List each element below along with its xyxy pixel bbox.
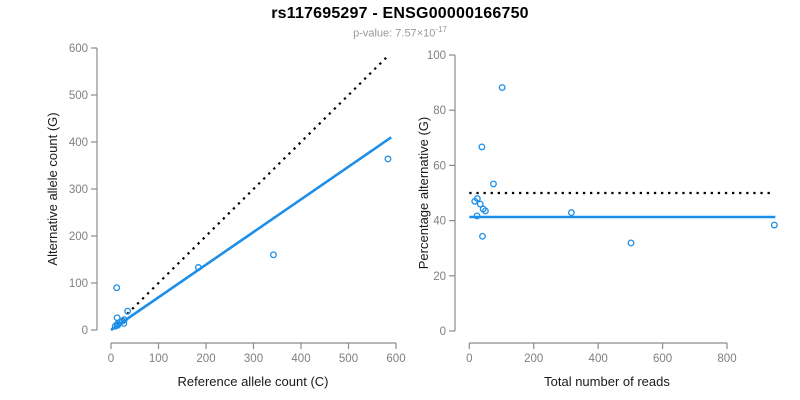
y-tick-label: 100 [69,278,88,290]
y-axis-title: Alternative allele count (G) [45,112,60,265]
x-tick-label: 300 [244,353,263,365]
y-tick-label: 60 [433,160,446,172]
chart-title: rs117695297 - ENSG00000166750 [271,5,529,22]
fit-line [110,136,392,332]
data-point [471,197,479,205]
data-point [479,232,486,240]
data-point [114,321,122,329]
data-point [481,207,489,215]
y-tick-label: 500 [69,90,88,102]
data-point [384,155,392,163]
data-point [194,264,202,271]
data-point [770,221,778,229]
data-point [473,212,481,220]
percentage-reads-scatter: 0 20 40 60 80 100 0 200 400 600 800 Total number of… [416,50,778,389]
y-tick-label: 100 [427,50,446,62]
x-tick-label: 200 [524,353,543,365]
y-tick-label: 80 [433,105,446,117]
y-tick-label: 40 [433,216,446,228]
x-tick-label: 100 [149,353,168,365]
y-tick-label: 300 [69,184,88,196]
x-axis-title: Total number of reads [544,374,670,389]
data-point [113,284,121,292]
pvalue-exponent: -17 [435,25,447,34]
pvalue-base: ×10 [416,27,436,40]
x-tick-label: 200 [196,353,215,365]
data-point [627,239,635,247]
x-tick-label: 600 [386,353,405,365]
x-tick-label: 500 [339,353,358,365]
y-tick-label: 20 [433,271,446,283]
y-axis-title: Percentage alternative (G) [416,117,431,269]
data-point [120,319,128,327]
x-tick-label: 0 [466,353,472,365]
y-tick-label: 200 [69,231,88,243]
pvalue-mantissa: 7.57 [395,27,417,40]
data-point [476,200,484,208]
data-point [478,143,486,151]
x-axis-title: Reference allele count (C) [177,374,328,389]
data-point [124,307,132,315]
pvalue-prefix: p-value: [353,27,396,40]
y-tick-label: 0 [440,326,446,338]
data-point [120,316,128,324]
figure-header: rs117695297 - ENSG00000166750 p-value: 7… [0,5,800,40]
y-tick-label: 400 [69,137,88,149]
identity-line [111,54,390,330]
x-tick-label: 800 [717,353,736,365]
data-point [498,84,506,92]
y-tick-label: 0 [82,325,88,337]
x-tick-label: 400 [589,353,608,365]
data-point [567,209,575,217]
x-tick-label: 600 [653,353,672,365]
allele-count-scatter: 0 100 200 300 400 500 600 0 100 200 300 400 500 600 Re… [45,43,406,389]
data-point [270,251,277,259]
data-point [490,180,497,188]
x-tick-label: 400 [291,353,310,365]
y-tick-label: 600 [69,43,88,55]
x-tick-label: 0 [108,353,114,365]
chart-subtitle: p-value: 7.57×10-17 [0,25,800,40]
